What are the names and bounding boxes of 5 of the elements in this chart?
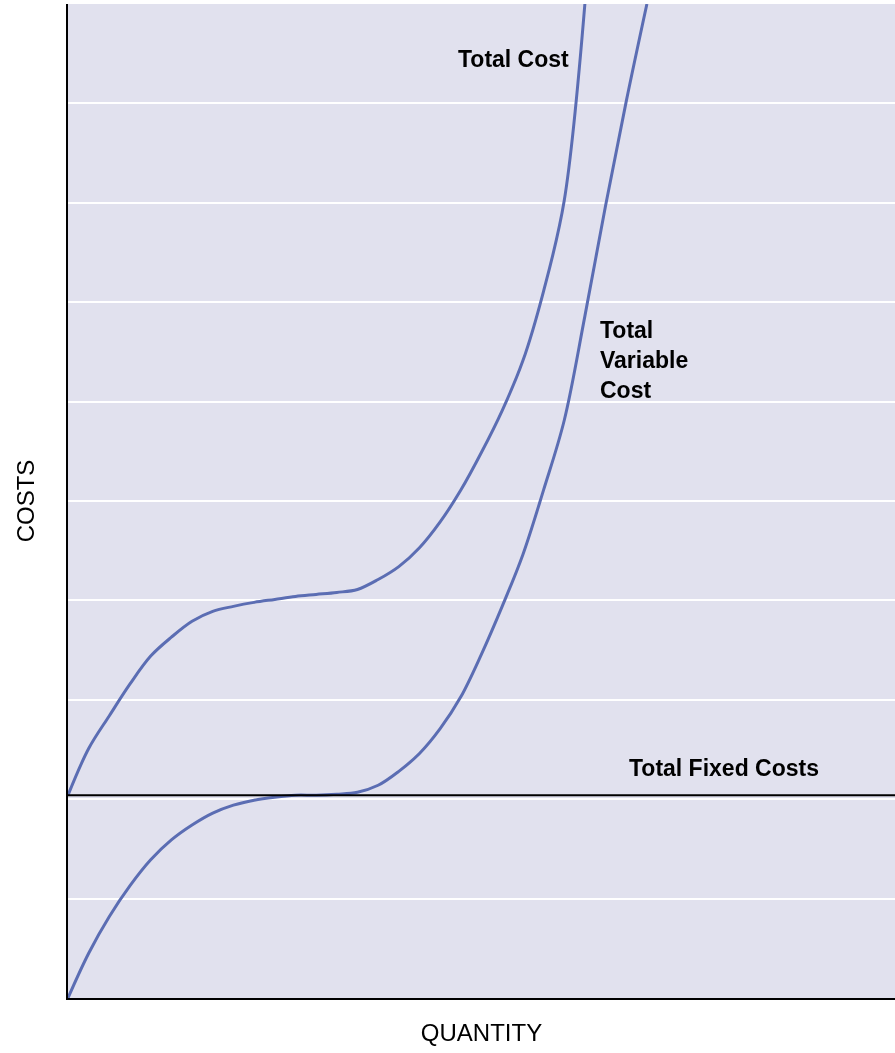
series-label: Total Cost xyxy=(458,46,570,72)
x-axis-title: QUANTITY xyxy=(420,1018,543,1046)
y-axis-title: COSTS xyxy=(11,459,39,543)
ref-line-label: Total Fixed Costs xyxy=(629,755,819,781)
series-label: Total Variable Cost xyxy=(600,317,689,403)
